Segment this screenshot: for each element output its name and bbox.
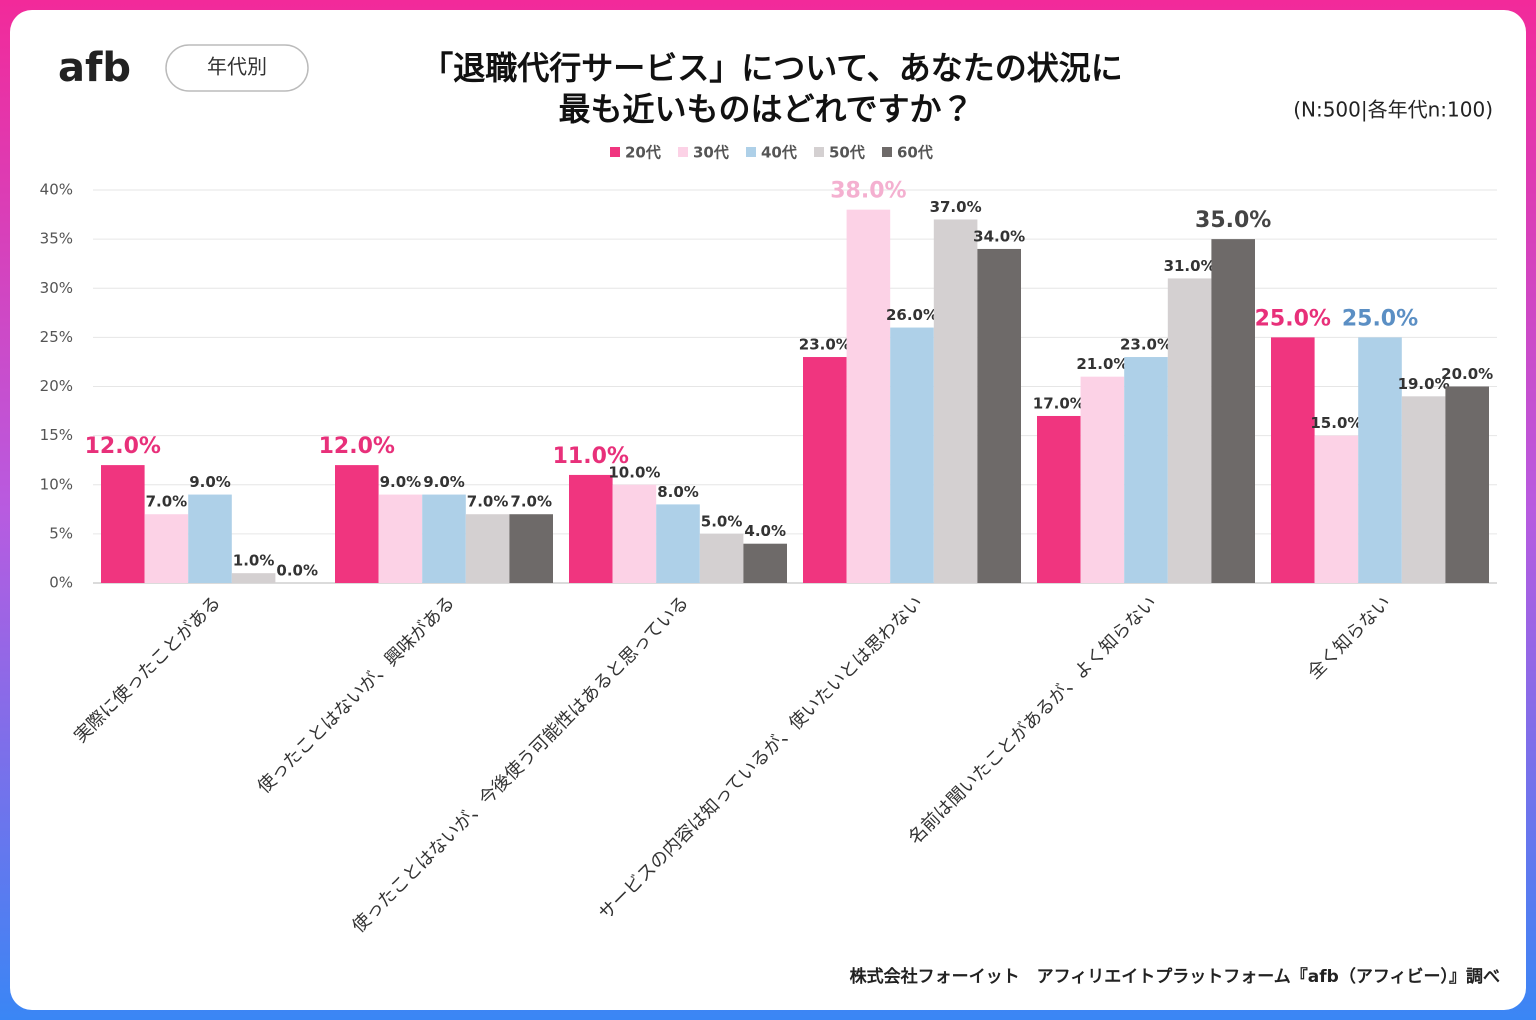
- bar: [509, 514, 553, 583]
- value-label: 25.0%: [1342, 306, 1418, 331]
- y-tick-label: 20%: [40, 377, 73, 395]
- value-label: 25.0%: [1255, 306, 1331, 331]
- value-label: 23.0%: [799, 336, 851, 354]
- bar: [378, 494, 423, 583]
- bar: [188, 494, 232, 583]
- y-tick-label: 30%: [40, 279, 73, 297]
- legend-swatch: [882, 147, 892, 157]
- bar: [1401, 396, 1446, 583]
- bar: [335, 465, 379, 583]
- legend-label: 20代: [625, 144, 661, 162]
- bar: [743, 543, 787, 583]
- bar: [656, 504, 700, 583]
- value-label: 38.0%: [830, 179, 906, 204]
- bar: [1271, 337, 1315, 583]
- value-label: 8.0%: [657, 483, 699, 501]
- value-label: 12.0%: [85, 434, 161, 459]
- value-label: 19.0%: [1398, 375, 1450, 393]
- bar: [1445, 386, 1489, 583]
- y-tick-label: 10%: [40, 475, 73, 493]
- value-label: 9.0%: [189, 473, 231, 491]
- value-label: 12.0%: [319, 434, 395, 459]
- y-tick-label: 0%: [49, 574, 73, 592]
- value-label: 7.0%: [467, 493, 509, 511]
- bar: [465, 514, 510, 583]
- legend-label: 60代: [897, 144, 933, 162]
- bar: [699, 533, 744, 583]
- value-label: 7.0%: [146, 493, 188, 511]
- value-label: 31.0%: [1164, 257, 1216, 275]
- y-tick-label: 35%: [40, 230, 73, 248]
- bar: [846, 209, 891, 583]
- panel: [10, 10, 1526, 1010]
- value-label: 7.0%: [510, 493, 552, 511]
- badge: 年代別: [207, 55, 267, 79]
- value-label: 21.0%: [1076, 355, 1128, 373]
- value-label: 9.0%: [423, 473, 465, 491]
- logo: afb: [58, 45, 131, 91]
- legend-label: 50代: [829, 144, 865, 162]
- value-label: 15.0%: [1310, 414, 1362, 432]
- bar: [803, 357, 847, 583]
- bar: [612, 484, 657, 583]
- value-label: 9.0%: [380, 473, 422, 491]
- bar: [144, 514, 189, 583]
- bar: [1314, 435, 1359, 583]
- value-label: 34.0%: [973, 227, 1025, 245]
- legend-label: 30代: [693, 144, 729, 162]
- bar: [569, 474, 613, 583]
- note: (N:500|各年代n:100): [1293, 98, 1493, 122]
- chart-title: 最も近いものはどれですか？: [558, 90, 973, 128]
- bar: [1211, 239, 1255, 583]
- legend-label: 40代: [761, 144, 797, 162]
- bar: [1037, 415, 1081, 583]
- bar: [933, 219, 978, 583]
- bar: [890, 327, 934, 583]
- bar: [1358, 337, 1402, 583]
- legend-swatch: [814, 147, 824, 157]
- y-tick-label: 25%: [40, 328, 73, 346]
- legend-swatch: [610, 147, 620, 157]
- legend-swatch: [678, 147, 688, 157]
- value-label: 5.0%: [701, 512, 743, 530]
- bar: [231, 573, 276, 583]
- value-label: 20.0%: [1441, 365, 1493, 383]
- y-tick-label: 5%: [49, 524, 73, 542]
- y-tick-label: 15%: [40, 426, 73, 444]
- value-label: 4.0%: [744, 522, 786, 540]
- value-label: 1.0%: [233, 552, 275, 570]
- legend-swatch: [746, 147, 756, 157]
- value-label: 23.0%: [1120, 336, 1172, 354]
- value-label: 0.0%: [276, 562, 318, 580]
- value-label: 17.0%: [1033, 394, 1085, 412]
- bar: [1080, 376, 1125, 583]
- bar: [422, 494, 466, 583]
- bar: [977, 248, 1021, 583]
- value-label: 10.0%: [608, 463, 660, 481]
- bar: [1167, 278, 1212, 583]
- chart-title: 「退職代行サービス」について、あなたの状況に: [421, 49, 1122, 87]
- value-label: 11.0%: [553, 444, 629, 469]
- y-tick-label: 40%: [40, 181, 73, 199]
- bar: [101, 465, 145, 583]
- value-label: 26.0%: [886, 306, 938, 324]
- badge-box: [165, 44, 309, 92]
- bar: [1124, 357, 1168, 583]
- source: 株式会社フォーイット アフィリエイトプラットフォーム『afb（アフィビー）』調べ: [850, 966, 1500, 987]
- value-label: 37.0%: [930, 198, 982, 216]
- value-label: 35.0%: [1195, 208, 1271, 233]
